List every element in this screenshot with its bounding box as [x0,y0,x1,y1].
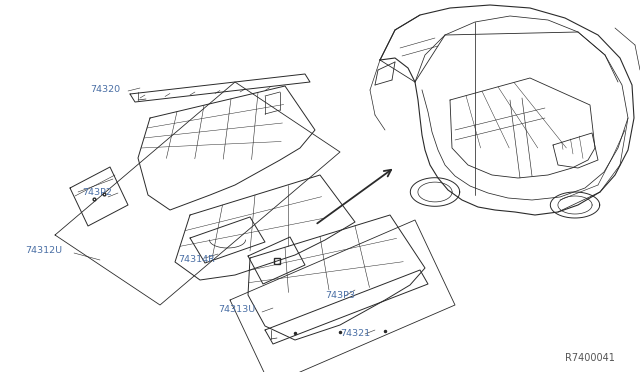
Text: 74314R: 74314R [178,254,215,263]
Text: 74320: 74320 [90,84,120,93]
Text: 74312U: 74312U [25,246,62,254]
Text: 743P3: 743P3 [325,291,355,299]
Text: 74313U: 74313U [218,305,255,314]
Text: 743P2: 743P2 [82,187,112,196]
Text: R7400041: R7400041 [565,353,615,363]
Text: 74321: 74321 [340,328,370,337]
